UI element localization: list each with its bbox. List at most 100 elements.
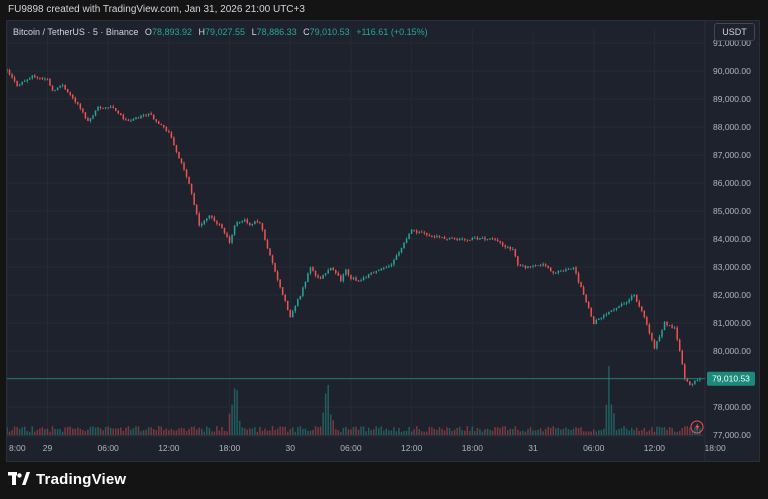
volume-bar: [236, 390, 238, 435]
candle-body: [656, 341, 658, 349]
candle-body: [332, 267, 334, 271]
y-tick-label: 78,000.00: [713, 402, 751, 412]
candle-body: [185, 169, 188, 177]
x-tick-label: 12:00: [644, 443, 666, 453]
volume-bar: [496, 427, 499, 435]
candle-body: [504, 245, 506, 248]
x-tick-label: 29: [43, 443, 53, 453]
volume-bar: [324, 393, 327, 435]
x-tick-label: 18:00: [219, 443, 241, 453]
volume-bar: [378, 428, 380, 435]
candle-body: [388, 266, 390, 268]
volume-bar: [261, 430, 264, 435]
candle-body: [21, 81, 23, 85]
volume-bar: [408, 426, 410, 435]
volume-bar: [653, 431, 656, 435]
volume-bar: [327, 384, 329, 435]
volume-bar: [198, 427, 200, 435]
candle-body: [633, 294, 635, 297]
candlestick-chart[interactable]: 91,000.00 90,000.00 89,000.00 88,000.00 87,0…: [7, 21, 759, 461]
candle-body: [221, 224, 223, 229]
volume-bar: [135, 426, 137, 435]
candle-body: [173, 137, 175, 146]
candle-body: [198, 213, 200, 226]
volume-bar: [249, 428, 251, 435]
candle-body: [137, 117, 140, 119]
volume-bar: [18, 429, 21, 435]
candle-body: [145, 114, 147, 116]
candle-body: [486, 239, 489, 240]
candle-body: [147, 113, 150, 116]
volume-bar: [577, 428, 580, 435]
volume-bar: [678, 430, 681, 435]
volume-bar: [600, 430, 603, 435]
volume-bar: [173, 430, 175, 435]
volume-bar: [319, 426, 322, 435]
candle-body: [246, 219, 249, 223]
candle-body: [112, 106, 114, 108]
volume-bar: [484, 429, 486, 435]
candle-body: [592, 316, 595, 325]
candle-body: [94, 110, 97, 116]
candle-body: [681, 350, 683, 365]
candle-body: [259, 222, 261, 224]
candle-body: [233, 225, 236, 235]
candle-body: [557, 271, 560, 273]
volume-bar: [532, 430, 534, 435]
tradingview-branding[interactable]: TradingView: [8, 470, 126, 488]
candle-body: [580, 282, 582, 288]
candle-body: [544, 264, 547, 266]
lightning-glyph: [695, 423, 700, 431]
volume-bar: [147, 427, 150, 435]
volume-bar: [360, 426, 362, 435]
candle-body: [271, 255, 274, 263]
candle-body: [628, 299, 630, 303]
candle-body: [142, 114, 145, 116]
candle-body: [527, 266, 529, 268]
volume-bar: [572, 428, 575, 435]
volume-bar: [630, 427, 633, 435]
volume-bar: [405, 430, 408, 435]
volume-bar: [390, 430, 393, 435]
candle-body: [413, 229, 415, 231]
volume-bar: [375, 426, 377, 435]
volume-bar: [618, 429, 620, 435]
volume-bar: [509, 428, 512, 435]
volume-bar: [491, 430, 494, 435]
candle-body: [163, 124, 165, 128]
candle-body: [646, 317, 648, 325]
volume-bar: [555, 428, 557, 435]
volume-bar: [565, 427, 567, 435]
candle-body: [254, 221, 256, 225]
volume-bar: [39, 428, 41, 435]
candle-body: [16, 80, 18, 86]
candle-body: [684, 364, 686, 379]
last-price-label: 79,010.53: [712, 374, 750, 384]
volume-bar: [61, 431, 64, 435]
chart-area[interactable]: 91,000.00 90,000.00 89,000.00 88,000.00 87,0…: [6, 20, 760, 462]
volume-bar: [448, 428, 451, 435]
x-tick-label: 30: [286, 443, 296, 453]
candle-body: [668, 325, 671, 326]
volume-bar: [314, 426, 317, 435]
lightning-badge-icon[interactable]: [690, 420, 704, 434]
high-label: H: [198, 27, 206, 37]
candle-body: [279, 279, 281, 288]
volume-bar: [562, 428, 565, 435]
candle-body: [689, 381, 691, 385]
volume-bar: [51, 426, 54, 435]
volume-bar: [463, 430, 466, 435]
volume-bar: [474, 431, 476, 435]
currency-button[interactable]: USDT: [714, 23, 755, 41]
y-tick-label: 89,000.00: [713, 94, 751, 104]
volume-bar: [441, 428, 443, 435]
symbol-name[interactable]: Bitcoin / TetherUS · 5 · Binance: [13, 27, 139, 37]
candle-body: [127, 120, 130, 122]
volume-bar: [504, 426, 506, 435]
candle-body: [666, 322, 668, 326]
volume-bar: [216, 426, 218, 435]
volume-bar: [524, 431, 527, 435]
candle-body: [613, 309, 615, 311]
volume-bar: [534, 430, 537, 435]
volume-bar: [89, 426, 92, 435]
